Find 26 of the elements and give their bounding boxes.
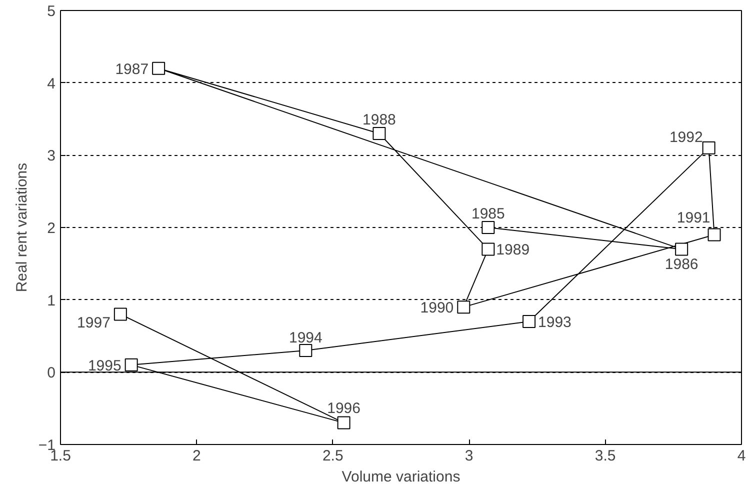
x-tick-label: 3: [464, 448, 474, 464]
x-tick-label: 4: [737, 448, 746, 464]
annotation: 1986: [664, 256, 698, 274]
y-axis-title: Real rent variations: [13, 162, 30, 292]
annotation: 1988: [362, 111, 396, 128]
y-tick-label: 4: [47, 75, 56, 92]
annotation: 1991: [676, 210, 710, 227]
annotation: 1997: [77, 314, 110, 332]
y-tick-label: 5: [47, 3, 56, 20]
annotation: 1990: [420, 300, 454, 317]
x-tick-label: 3.5: [594, 448, 616, 464]
annotation: 1985: [471, 206, 505, 222]
annotation: 1992: [669, 128, 703, 146]
annotation: 1993: [538, 314, 572, 332]
y-tick-label: 0: [47, 364, 56, 382]
y-tick-label: 1: [47, 292, 56, 310]
annotation: 1995: [88, 357, 122, 374]
x-axis-title: Volume variations: [342, 468, 460, 486]
annotation: 1994: [288, 329, 322, 346]
x-tick-label: 2: [192, 448, 201, 464]
annotation: 1987: [115, 60, 149, 78]
y-tick-label: 3: [47, 148, 56, 165]
annotation: 1996: [327, 400, 360, 417]
y-tick-label: 2: [47, 220, 56, 237]
x-tick-label: 2.5: [322, 448, 344, 464]
annotation: 1989: [496, 242, 530, 259]
